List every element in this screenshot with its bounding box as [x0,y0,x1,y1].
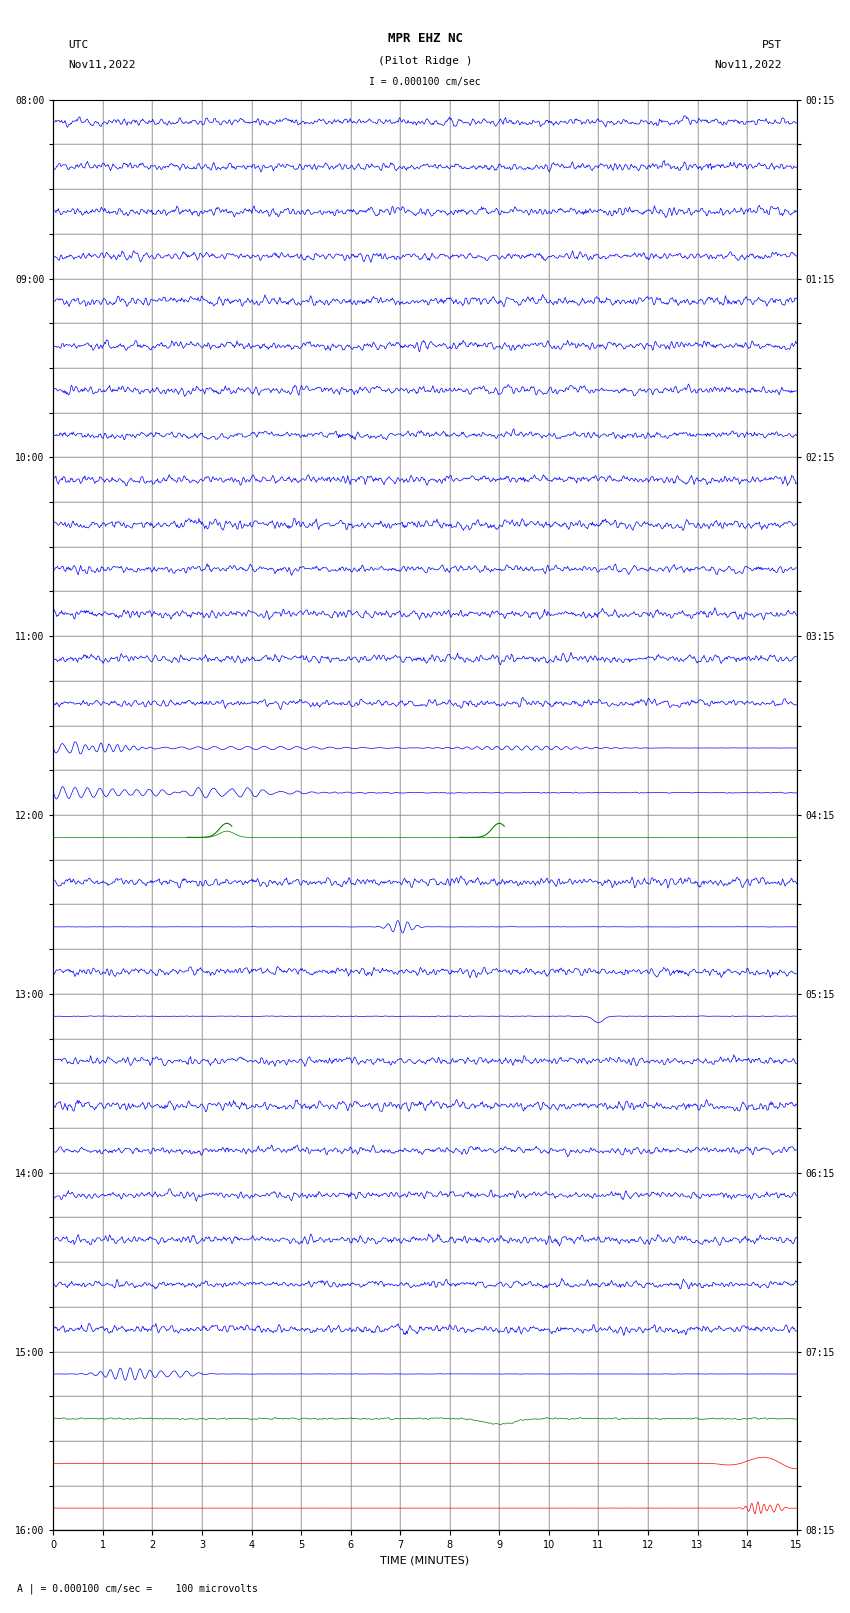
Text: Nov11,2022: Nov11,2022 [715,60,782,69]
Text: PST: PST [762,40,782,50]
Text: A | = 0.000100 cm/sec =    100 microvolts: A | = 0.000100 cm/sec = 100 microvolts [17,1582,258,1594]
Text: I = 0.000100 cm/sec: I = 0.000100 cm/sec [369,77,481,87]
Text: UTC: UTC [68,40,88,50]
X-axis label: TIME (MINUTES): TIME (MINUTES) [381,1557,469,1566]
Text: (Pilot Ridge ): (Pilot Ridge ) [377,56,473,66]
Text: MPR EHZ NC: MPR EHZ NC [388,32,462,45]
Text: Nov11,2022: Nov11,2022 [68,60,135,69]
